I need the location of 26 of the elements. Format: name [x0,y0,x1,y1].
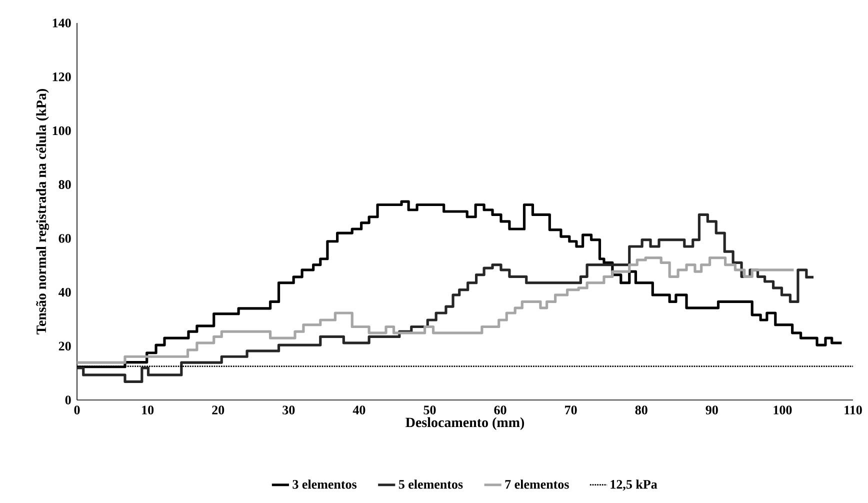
legend-label: 12,5 kPa [610,480,658,491]
x-tick-label: 80 [635,406,648,414]
x-tick-label: 10 [142,406,154,414]
y-tick-label: 0 [65,396,71,404]
legend-label: 5 elementos [398,480,463,489]
y-tick-label: 40 [58,288,71,297]
y-tick-label: 80 [58,180,71,189]
x-tick-label: 90 [706,406,718,414]
y-tick-label: 20 [58,342,71,351]
y-tick-label: 60 [58,234,71,243]
y-tick-label: 140 [52,18,71,28]
x-tick-label: 60 [494,406,506,414]
x-tick-label: 30 [282,406,295,414]
y-tick-label: 120 [52,72,71,82]
legend-label: 7 elementos [505,480,569,489]
y-tick-label: 100 [52,126,71,136]
x-tick-label: 40 [352,406,366,414]
x-tick-label: 50 [424,406,436,414]
x-tick-label: 70 [565,406,577,414]
x-tick-label: 20 [212,406,224,414]
legend-label: 3 elementos [292,480,357,489]
x-tick-label: 110 [844,406,862,414]
y-axis-title: Tensão normal registrada na célula (kPa) [36,89,49,334]
x-axis-title: Deslocamento (mm) [406,417,524,430]
x-tick-label: 0 [74,406,80,414]
x-tick-label: 100 [774,406,792,414]
